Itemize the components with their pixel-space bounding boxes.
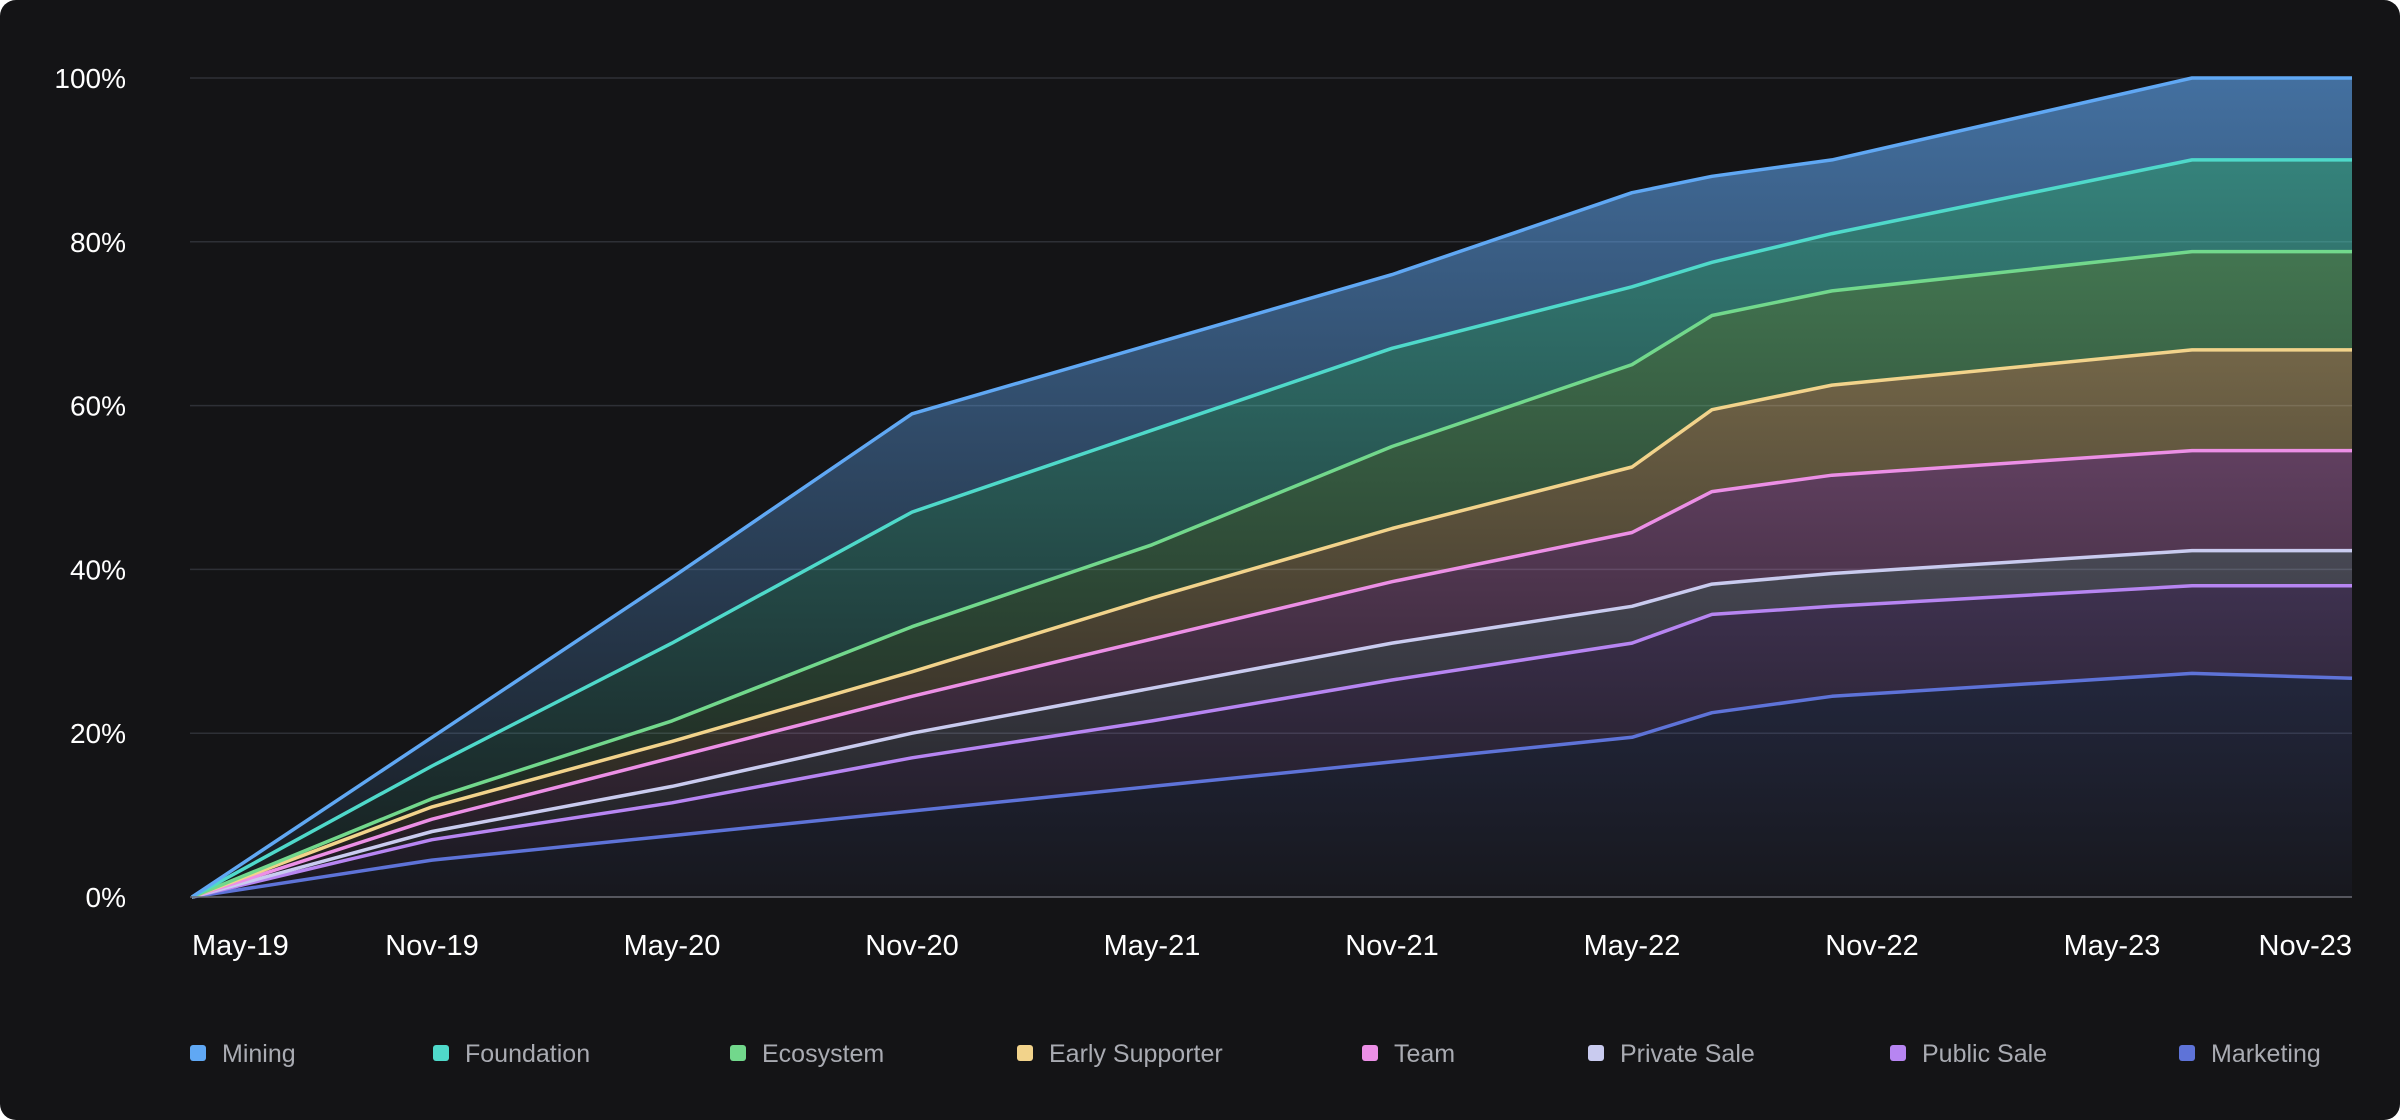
legend: Mining Foundation Ecosystem Early Supporter… <box>190 1040 2321 1068</box>
line-marketing <box>191 671 2353 899</box>
series-areas <box>192 78 2352 898</box>
legend-label: Private Sale <box>1620 1040 1755 1068</box>
line-team <box>191 448 2352 899</box>
y-tick-label: 40% <box>70 554 126 585</box>
legend-swatch <box>730 1045 746 1061</box>
x-tick-label: May-22 <box>1584 930 1681 962</box>
x-tick-label: May-21 <box>1104 930 1201 962</box>
y-tick-label: 20% <box>70 718 126 749</box>
area-team <box>192 450 2352 897</box>
legend-item-team[interactable]: Team <box>1362 1040 1455 1068</box>
legend-item-private-sale[interactable]: Private Sale <box>1588 1040 1755 1068</box>
axes: 0% 20% 40% 60% 80% 100% May-19 Nov-19 May-20 Nov-… <box>54 63 2352 962</box>
area-private-sale <box>192 550 2352 897</box>
line-public-sale <box>191 584 2352 899</box>
legend-label: Public Sale <box>1922 1040 2047 1068</box>
area-public-sale <box>192 585 2352 897</box>
legend-item-marketing[interactable]: Marketing <box>2179 1040 2321 1068</box>
legend-item-foundation[interactable]: Foundation <box>433 1040 590 1068</box>
line-early-supporter <box>191 348 2352 899</box>
x-tick-label: Nov-21 <box>1345 930 1439 962</box>
legend-label: Foundation <box>465 1040 590 1068</box>
legend-label: Marketing <box>2211 1040 2321 1068</box>
x-tick-label: May-23 <box>2064 930 2161 962</box>
area-mining <box>192 78 2352 897</box>
area-ecosystem <box>192 251 2352 898</box>
y-tick-label: 80% <box>70 227 126 258</box>
legend-label: Team <box>1394 1040 1455 1068</box>
legend-item-early-supporter[interactable]: Early Supporter <box>1017 1040 1223 1068</box>
legend-swatch <box>1588 1045 1604 1061</box>
x-tick-label: Nov-23 <box>2259 930 2353 962</box>
y-tick-label: 0% <box>86 882 126 913</box>
x-tick-label: Nov-19 <box>385 930 479 962</box>
legend-label: Mining <box>222 1040 296 1068</box>
x-tick-label: Nov-20 <box>865 930 959 962</box>
y-tick-label: 60% <box>70 391 126 422</box>
line-mining <box>191 76 2352 899</box>
line-foundation <box>191 158 2352 899</box>
legend-swatch <box>190 1045 206 1061</box>
x-tick-label: May-19 <box>192 930 289 962</box>
line-private-sale <box>191 548 2352 899</box>
x-tick-label: Nov-22 <box>1825 930 1919 962</box>
y-tick-label: 100% <box>54 63 126 94</box>
legend-item-public-sale[interactable]: Public Sale <box>1890 1040 2047 1068</box>
legend-swatch <box>433 1045 449 1061</box>
x-tick-label: May-20 <box>624 930 721 962</box>
legend-item-ecosystem[interactable]: Ecosystem <box>730 1040 884 1068</box>
legend-swatch <box>2179 1045 2195 1061</box>
area-early-supporter <box>192 349 2352 897</box>
series-lines <box>191 76 2353 899</box>
legend-label: Early Supporter <box>1049 1040 1223 1068</box>
line-ecosystem <box>191 249 2352 899</box>
legend-label: Ecosystem <box>762 1040 884 1068</box>
legend-swatch <box>1017 1045 1033 1061</box>
legend-swatch <box>1890 1045 1906 1061</box>
legend-item-mining[interactable]: Mining <box>190 1040 296 1068</box>
legend-swatch <box>1362 1045 1378 1061</box>
area-marketing <box>192 673 2352 897</box>
area-foundation <box>192 159 2352 897</box>
